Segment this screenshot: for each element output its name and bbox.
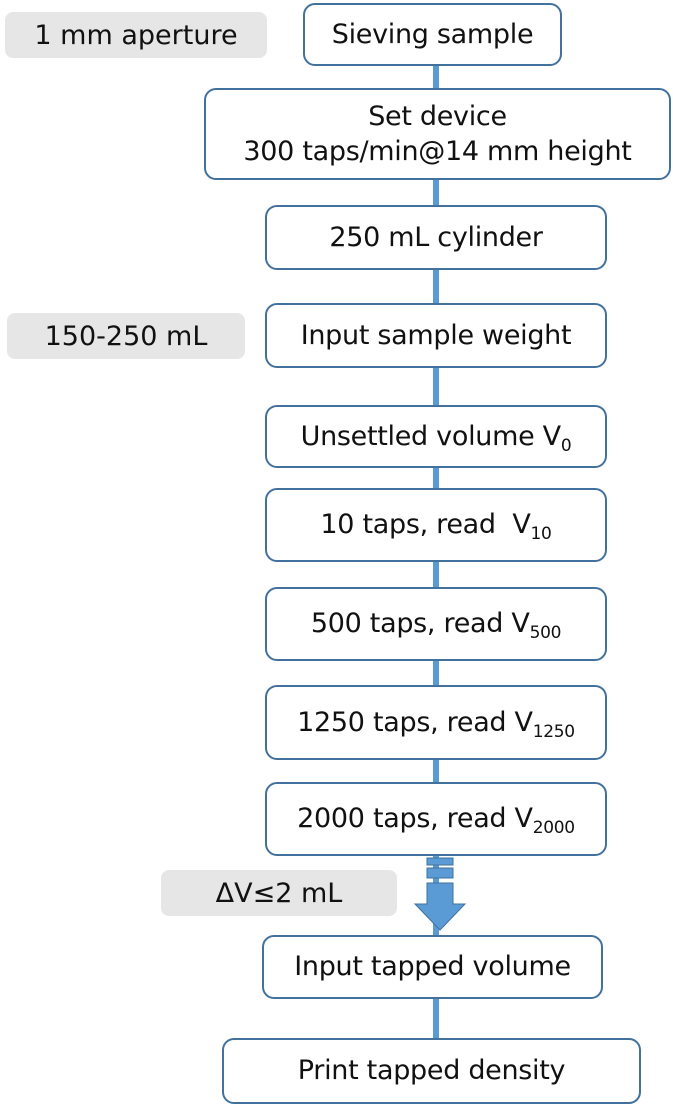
step-label: Sieving sample: [331, 18, 534, 50]
step-sieving-sample: Sieving sample: [303, 3, 562, 66]
step-input-tapped-volume: Input tapped volume: [262, 935, 603, 999]
step-label: Input sample weight: [300, 319, 572, 351]
step-label: 250 mL cylinder: [329, 221, 543, 253]
step-cylinder: 250 mL cylinder: [265, 205, 607, 270]
step-label: 10 taps, read V: [320, 509, 531, 541]
subscript: 2000: [532, 818, 575, 839]
step-label: 1250 taps, read V: [297, 706, 533, 738]
step-unsettled-volume: Unsettled volume V0: [265, 405, 607, 468]
step-label: Set device: [368, 100, 507, 132]
note-volume-range: 150-250 mL: [7, 313, 245, 359]
step-print-tapped-density: Print tapped density: [222, 1038, 641, 1104]
step-2000-taps: 2000 taps, read V2000: [265, 782, 607, 856]
step-label: 500 taps, read V: [310, 608, 530, 640]
step-label: Unsettled volume V: [300, 420, 562, 452]
step-label: 2000 taps, read V: [297, 803, 533, 835]
connector: [433, 999, 439, 1039]
step-1250-taps: 1250 taps, read V1250: [265, 685, 607, 760]
step-10-taps: 10 taps, read V10: [265, 488, 607, 562]
step-input-sample-weight: Input sample weight: [265, 303, 607, 368]
step-set-device: Set device 300 taps/min@14 mm height: [204, 88, 671, 180]
subscript: 10: [530, 524, 552, 545]
step-500-taps: 500 taps, read V500: [265, 587, 607, 661]
note-aperture: 1 mm aperture: [5, 12, 267, 58]
step-sublabel: 300 taps/min@14 mm height: [243, 136, 632, 167]
step-label: Input tapped volume: [294, 951, 571, 983]
subscript: 500: [529, 623, 562, 644]
down-arrow-icon: [413, 857, 467, 931]
step-label: Print tapped density: [297, 1055, 566, 1087]
subscript: 0: [560, 435, 572, 456]
note-delta-v: ΔV≤2 mL: [161, 870, 397, 916]
subscript: 1250: [532, 721, 575, 742]
